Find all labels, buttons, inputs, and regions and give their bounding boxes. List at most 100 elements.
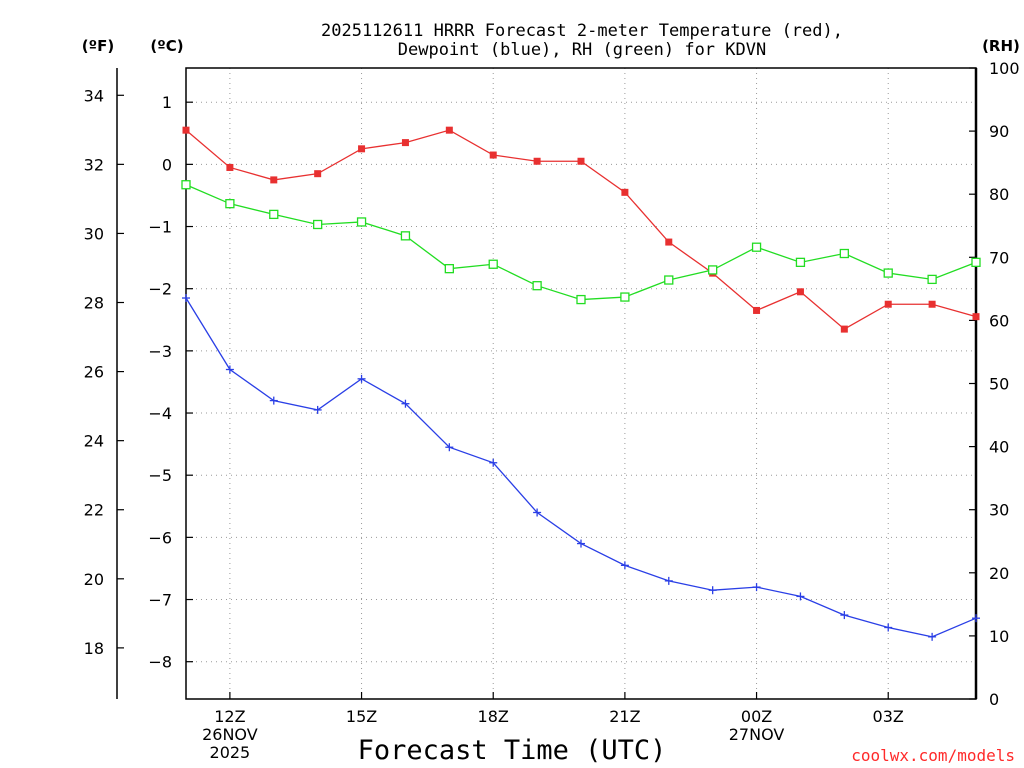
x-tick-label: 27NOV [729, 725, 785, 744]
temperature-point [884, 300, 892, 308]
x-axis-label: Forecast Time (UTC) [358, 735, 667, 766]
rh-tick-label: 90 [989, 122, 1009, 141]
temperature-point [840, 325, 848, 333]
rh-unit-label: (RH) [982, 37, 1020, 55]
rh-tick-label: 60 [989, 311, 1009, 330]
dewpoint-point [489, 458, 498, 467]
temperature-point [665, 238, 673, 246]
temperature-point [621, 188, 629, 196]
chart-title-line1: 2025112611 HRRR Forecast 2-meter Tempera… [321, 21, 843, 41]
dewpoint-point [664, 576, 673, 585]
dewpoint-point [313, 405, 322, 414]
temperature-point [972, 313, 980, 321]
temperature-point [753, 306, 761, 314]
x-tick-label: 26NOV [202, 725, 258, 744]
temperature-point [314, 170, 322, 178]
temperature-point [796, 288, 804, 296]
x-tick-label: 12Z [214, 707, 245, 726]
temperature-point [445, 126, 453, 134]
rh-tick-label: 10 [989, 627, 1009, 646]
axes: 182022242628303234−8−7−6−5−4−3−2−1010102… [84, 59, 1020, 709]
rh-tick-label: 20 [989, 564, 1009, 583]
dewpoint-point [445, 443, 454, 452]
x-tick-label: 2025 [210, 743, 251, 762]
rh-tick-label: 70 [989, 248, 1009, 267]
dewpoint-point [357, 374, 366, 383]
rh-point [620, 292, 630, 302]
temperature-point [577, 157, 585, 165]
rh-point [269, 209, 279, 220]
rh-point [971, 257, 981, 267]
c-tick-label: 0 [162, 155, 172, 174]
f-tick-label: 22 [84, 501, 104, 520]
data-series [181, 126, 981, 641]
dewpoint-point [401, 399, 410, 408]
c-tick-label: −2 [148, 280, 172, 299]
c-tick-label: 1 [162, 93, 172, 112]
c-tick-label: −1 [148, 218, 172, 237]
rh-tick-label: 0 [989, 690, 999, 709]
rh-point [356, 217, 367, 227]
celsius-unit-label: (ºC) [150, 37, 183, 55]
dewpoint-point [269, 396, 278, 405]
rh-tick-label: 40 [989, 438, 1009, 457]
rh-point [927, 274, 937, 285]
dewpoint-point [928, 632, 937, 641]
rh-point [313, 219, 323, 230]
c-tick-label: −5 [148, 466, 172, 485]
rh-point [181, 180, 191, 190]
chart-title-line2: Dewpoint (blue), RH (green) for KDVN [398, 40, 766, 60]
dewpoint-point [884, 623, 893, 632]
f-tick-label: 34 [84, 86, 104, 105]
dewpoint-point [577, 539, 585, 548]
dewpoint-point [225, 365, 234, 374]
temperature-point [928, 300, 936, 308]
rh-tick-label: 80 [989, 185, 1009, 204]
c-tick-label: −8 [148, 653, 172, 672]
f-tick-label: 18 [84, 639, 104, 658]
rh-point [883, 268, 893, 278]
f-tick-label: 26 [84, 363, 104, 382]
c-tick-label: −7 [148, 591, 172, 610]
fahrenheit-unit-label: (ºF) [82, 37, 114, 55]
temperature-point [226, 163, 234, 171]
temperature-point [358, 145, 366, 153]
rh-point [488, 259, 498, 269]
dewpoint-point [708, 586, 717, 595]
rh-point [708, 265, 718, 275]
rh-point [225, 199, 235, 209]
temperature-point [270, 176, 278, 184]
c-tick-label: −4 [148, 404, 172, 423]
f-tick-label: 24 [84, 432, 104, 451]
source-credit: coolwx.com/models [851, 746, 1015, 765]
rh-tick-label: 30 [989, 501, 1009, 520]
dewpoint-point [972, 614, 980, 623]
temperature-point [401, 139, 409, 147]
rh-line [185, 184, 977, 301]
dewpoint-point [752, 583, 761, 592]
f-tick-label: 32 [84, 155, 104, 174]
rh-point [444, 264, 454, 274]
rh-point [664, 275, 674, 285]
x-tick-label: 21Z [609, 707, 640, 726]
x-tick-label: 18Z [478, 707, 509, 726]
dewpoint-point [620, 561, 629, 570]
dewpoint-point [533, 508, 542, 517]
rh-point [532, 281, 542, 291]
temperature-point [533, 157, 541, 165]
x-tick-label: 03Z [873, 707, 904, 726]
x-tick-label: 15Z [346, 707, 377, 726]
temperature-point [489, 151, 497, 159]
c-tick-label: −6 [148, 528, 172, 547]
temperature-point [182, 126, 190, 134]
x-tick-label: 00Z [741, 707, 772, 726]
f-tick-label: 28 [84, 294, 104, 313]
dewpoint-point [182, 294, 190, 303]
rh-point [751, 242, 762, 252]
rh-tick-label: 50 [989, 375, 1009, 394]
rh-point [839, 248, 849, 259]
dewpoint-point [840, 611, 849, 620]
rh-tick-label: 100 [989, 59, 1020, 78]
